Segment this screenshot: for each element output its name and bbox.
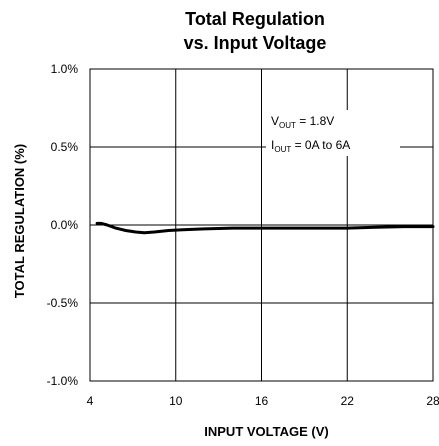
x-tick-label-3: 22 (341, 394, 355, 408)
annotation-vout: VOUT = 1.8V (271, 114, 334, 130)
annotation-vout-prefix: V (271, 114, 279, 128)
y-tick-labels: 1.0% 0.5% 0.0% -0.5% -1.0% (47, 62, 79, 388)
annotation-background (266, 110, 400, 156)
annotation-iout-suffix: = 0A to 6A (291, 138, 350, 152)
annotation-iout-prefix: I (271, 138, 274, 152)
x-tick-label-0: 4 (87, 394, 94, 408)
y-axis-label: TOTAL REGULATION (%) (12, 144, 27, 298)
condition-annotation: VOUT = 1.8V IOUT = 0A to 6A (266, 110, 400, 156)
chart-title-line1: Total Regulation (185, 9, 325, 29)
y-tick-label-3: -0.5% (47, 296, 79, 310)
y-tick-label-4: -1.0% (47, 374, 79, 388)
x-tick-label-4: 28 (426, 394, 439, 408)
chart-title-line2: vs. Input Voltage (184, 33, 327, 53)
annotation-iout: IOUT = 0A to 6A (271, 138, 350, 154)
annotation-vout-suffix: = 1.8V (296, 114, 334, 128)
x-tick-labels: 4 10 16 22 28 (87, 394, 439, 408)
annotation-vout-sub: OUT (279, 121, 296, 130)
x-axis-label: INPUT VOLTAGE (V) (204, 424, 328, 439)
x-tick-label-1: 10 (169, 394, 183, 408)
y-tick-label-2: 0.0% (51, 218, 79, 232)
series-line-regulation (95, 221, 435, 235)
y-tick-label-1: 0.5% (51, 140, 79, 154)
x-tick-label-2: 16 (255, 394, 269, 408)
y-tick-label-0: 1.0% (51, 62, 79, 76)
plot-frame (89, 68, 434, 382)
annotation-iout-sub: OUT (274, 145, 291, 154)
